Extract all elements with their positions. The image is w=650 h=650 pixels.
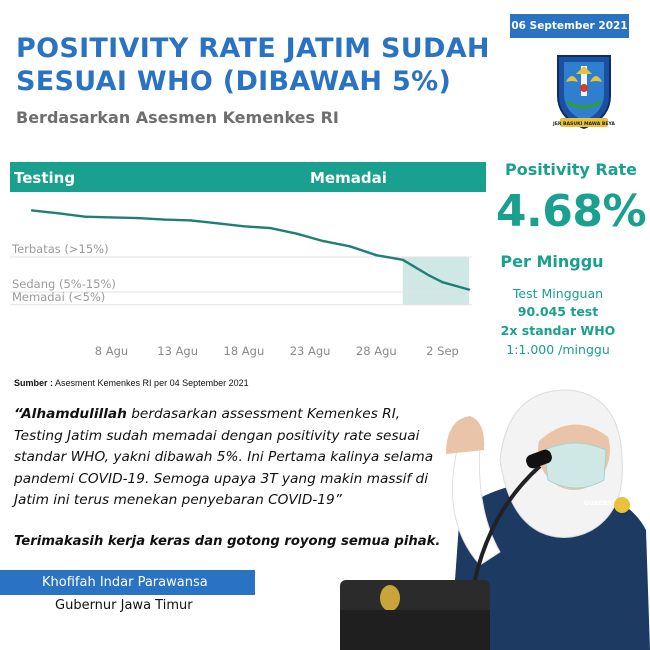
speaker-name: Khofifah Indar Parawansa <box>42 575 208 590</box>
source-label: Sumber : <box>14 378 54 388</box>
band-label: Memadai (<5%) <box>12 290 105 304</box>
page-title-line-1: POSITIVITY RATE JATIM SUDAH <box>16 33 490 64</box>
speaker-name-bar: Khofifah Indar Parawansa <box>0 570 255 595</box>
data-point <box>441 281 444 284</box>
governor-photo: GUBERNUR <box>340 389 650 650</box>
x-tick-label: 2 Sep <box>426 344 459 358</box>
x-tick-label: 28 Agu <box>356 344 397 358</box>
who-multiplier: 2x standar WHO <box>500 323 616 338</box>
data-point <box>348 245 352 248</box>
quote-open: “ <box>14 406 22 422</box>
data-point <box>57 212 60 215</box>
page-subtitle: Berdasarkan Asesmen Kemenkes RI <box>16 108 339 127</box>
data-point <box>83 215 87 218</box>
band-label: Terbatas (>15%) <box>11 242 109 256</box>
speaker-role: Gubernur Jawa Timur <box>55 598 193 613</box>
chart-header-right: Memadai <box>310 169 387 187</box>
data-point <box>216 222 219 225</box>
positivity-line <box>31 209 470 291</box>
chart-header-left: Testing <box>14 169 75 187</box>
x-tick-label: 18 Agu <box>224 344 265 358</box>
data-point <box>269 226 272 230</box>
data-point <box>110 216 113 219</box>
band-label: Sedang (5%-15%) <box>12 277 116 291</box>
data-point <box>30 209 34 212</box>
jacket-badge: GUBERNUR <box>584 500 622 507</box>
data-point <box>467 288 471 291</box>
x-tick-label: 8 Agu <box>95 344 128 358</box>
stat-label: Positivity Rate <box>504 160 638 179</box>
thanks-text: Terimakasih kerja keras dan gotong royon… <box>14 534 441 549</box>
highlight-region <box>402 257 469 305</box>
test-ratio: 1:1.000 /minggu <box>506 342 610 357</box>
data-point <box>136 216 140 220</box>
stat-value: 4.68% <box>495 186 647 237</box>
data-point <box>428 274 431 277</box>
data-point <box>189 219 193 222</box>
data-point <box>163 218 166 221</box>
governor-quote: “Alhamdulillah berdasarkan assessment Ke… <box>14 404 434 512</box>
x-tick-label: 13 Agu <box>157 344 198 358</box>
x-tick-label: 23 Agu <box>290 344 331 358</box>
positivity-chart: Testing Memadai Terbatas (>15%) Sedang (5… <box>10 162 486 358</box>
quote-bold: Alhamdulillah <box>21 406 127 422</box>
page-title-line-2: SESUAI WHO (DIBAWAH 5%) <box>16 66 452 97</box>
weekly-test-label: Test Mingguan <box>512 286 604 301</box>
data-point <box>242 225 246 228</box>
quote-text: berdasarkan assessment Kemenkes RI, Test… <box>14 406 434 508</box>
date-badge: 06 September 2021 <box>510 14 629 38</box>
data-point <box>375 253 378 257</box>
stat-period: Per Minggu <box>500 252 604 271</box>
emblem-motto: JER BASUKI MAWA BEYA <box>552 121 615 127</box>
weekly-test-value: 90.045 test <box>517 304 599 319</box>
source-note: Sumber : Asesment Kemenkes RI per 04 Sep… <box>14 378 249 388</box>
data-point <box>401 258 404 261</box>
data-point <box>322 239 325 243</box>
chart-header-bar <box>10 162 486 192</box>
source-text: Asesment Kemenkes RI per 04 September 20… <box>53 378 249 388</box>
east-java-emblem-icon: JER BASUKI MAWA BEYA <box>552 55 615 130</box>
data-point <box>295 232 299 235</box>
